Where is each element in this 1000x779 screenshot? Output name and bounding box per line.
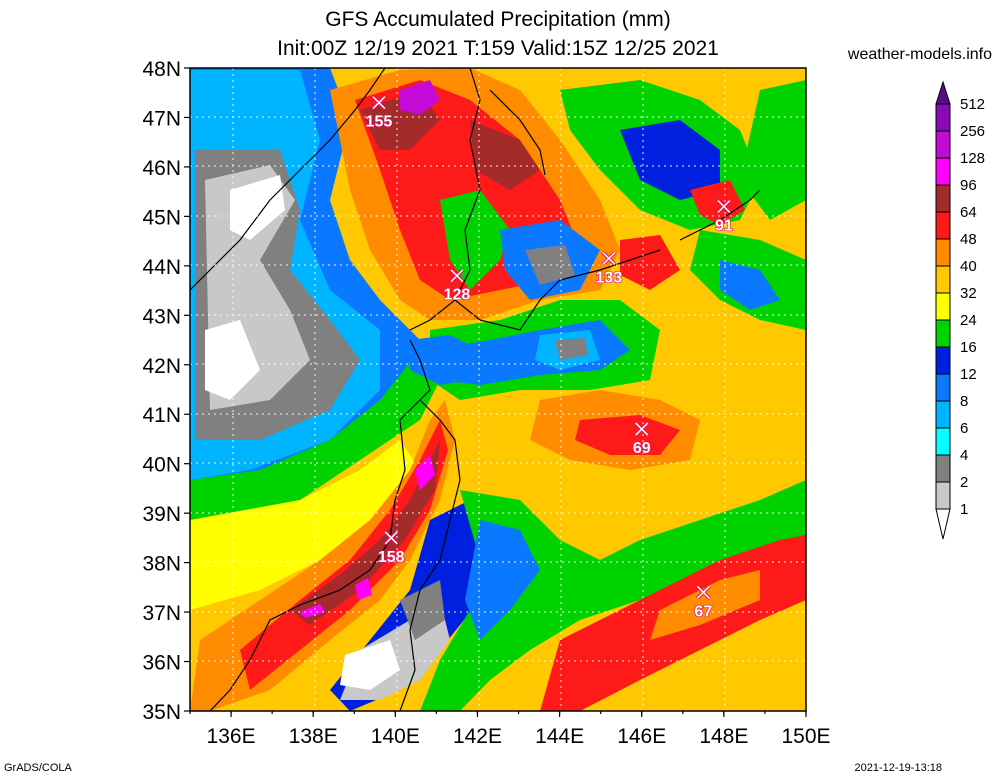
latitude-labels: 48N 47N 46N 45N 44N 43N 42N 41N 40N 39N 38N 37N 36N 3… (142, 58, 181, 724)
colorbar-bottom-arrow (935, 508, 951, 540)
colorbar-swatch (935, 130, 951, 159)
colorbar-label: 48 (960, 231, 977, 248)
lat-label: 44N (142, 256, 181, 279)
lat-label: 46N (142, 157, 181, 180)
colorbar-label: 256 (960, 123, 985, 140)
lat-label: 35N (142, 701, 181, 724)
peak-marker: 155 (365, 95, 393, 131)
longitude-labels: 136E 138E 140E 142E 144E 146E 148E 150E (207, 725, 831, 748)
colorbar-label: 4 (960, 447, 968, 464)
colorbar-swatch (935, 184, 951, 213)
colorbar-label: 8 (960, 393, 968, 410)
lat-label: 43N (142, 305, 181, 328)
colorbar-label: 16 (960, 339, 977, 356)
map-title: GFS Accumulated Precipitation (mm) (325, 8, 671, 31)
map-frame (189, 67, 807, 712)
colorbar-swatch (935, 454, 951, 483)
coastline (190, 68, 761, 711)
lon-label: 148E (699, 725, 748, 748)
colorbar-swatch (935, 346, 951, 375)
lon-label: 150E (781, 725, 830, 748)
peak-marker: 67 (694, 585, 713, 621)
lon-label: 146E (617, 725, 666, 748)
axis-ticks (184, 67, 807, 717)
colorbar-swatch (935, 400, 951, 429)
lon-label: 144E (535, 725, 584, 748)
peak-value: 133 (596, 269, 623, 286)
lat-label: 36N (142, 652, 181, 675)
colorbar-swatch (935, 238, 951, 267)
grid-lines (190, 68, 806, 711)
lat-label: 38N (142, 553, 181, 576)
colorbar-swatch (935, 211, 951, 240)
lon-label: 142E (453, 725, 502, 748)
credit-label: GrADS/COLA (4, 762, 72, 774)
colorbar-label: 40 (960, 258, 977, 275)
colorbar-label: 128 (960, 150, 985, 167)
precipitation-field (190, 68, 806, 711)
peak-marker: 158 (377, 530, 405, 567)
colorbar-swatch (935, 157, 951, 186)
colorbar-label: 24 (960, 312, 977, 329)
lon-label: 136E (207, 725, 256, 748)
peak-value: 69 (633, 440, 651, 457)
peak-value: 128 (444, 287, 471, 304)
colorbar-swatch (935, 373, 951, 402)
peak-markers: 155 128 133 91 69 158 67 (365, 95, 734, 621)
peak-value: 155 (366, 114, 393, 131)
lat-label: 37N (142, 602, 181, 625)
colorbar-label: 2 (960, 474, 968, 491)
peak-value: 158 (378, 549, 405, 566)
colorbar-swatch (935, 427, 951, 456)
lat-label: 40N (142, 454, 181, 477)
peak-value: 91 (715, 217, 733, 234)
colorbar-swatch (935, 103, 951, 132)
colorbar-label: 12 (960, 366, 977, 383)
lat-label: 45N (142, 206, 181, 229)
lat-label: 48N (142, 58, 181, 81)
timestamp-label: 2021-12-19-13:18 (854, 762, 942, 774)
map-subtitle: Init:00Z 12/19 2021 T:159 Valid:15Z 12/2… (277, 37, 719, 60)
peak-value: 67 (694, 603, 712, 620)
colorbar-label: 96 (960, 177, 977, 194)
lat-label: 41N (142, 404, 181, 427)
peak-marker: 69 (632, 421, 651, 458)
lon-label: 138E (289, 725, 338, 748)
colorbar-top-arrow (935, 80, 951, 105)
colorbar-swatch (935, 292, 951, 321)
peak-marker: 91 (714, 199, 734, 235)
colorbar-swatch (935, 319, 951, 348)
site-label: weather-models.info (847, 46, 992, 63)
lat-label: 39N (142, 503, 181, 526)
peak-marker: 133 (595, 251, 623, 287)
lat-label: 42N (142, 355, 181, 378)
colorbar-label: 32 (960, 285, 977, 302)
colorbar-label: 64 (960, 204, 977, 221)
lon-label: 140E (371, 725, 420, 748)
colorbar-label: 512 (960, 96, 985, 113)
lat-label: 47N (142, 107, 181, 130)
peak-marker: 128 (443, 268, 471, 304)
colorbar-label: 1 (960, 501, 968, 518)
colorbar-swatch (935, 481, 951, 510)
colorbar-swatch (935, 265, 951, 294)
colorbar-label: 6 (960, 420, 968, 437)
